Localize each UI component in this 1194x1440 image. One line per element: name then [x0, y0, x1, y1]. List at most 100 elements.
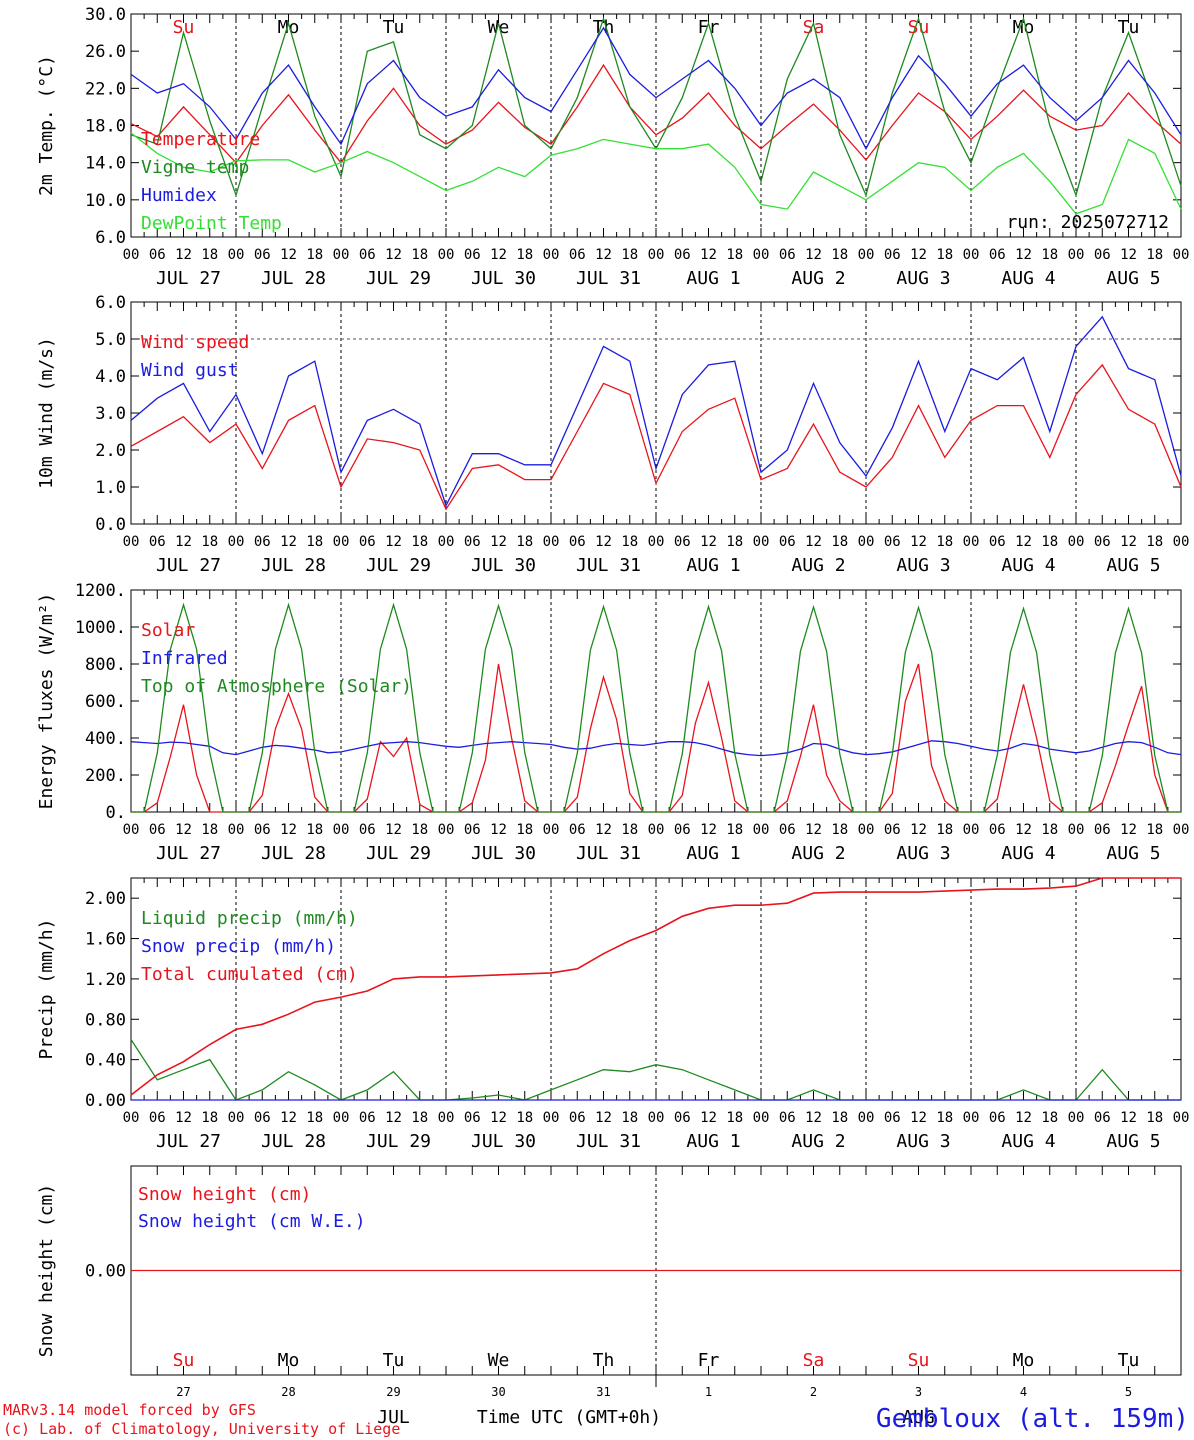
panel-2: 0.0 1.0 2.0 3.0 4.0 5.0 6.0 10m Wind (m/s) 00 06 1… — [36, 293, 1189, 576]
hour-label: 12 — [385, 534, 402, 550]
panel-4: 0.00 0.40 0.80 1.20 1.60 2.00 Precip (mm/h) 00 0… — [36, 877, 1189, 1152]
hour-label: 06 — [464, 1110, 481, 1126]
hour-label: 12 — [1015, 822, 1032, 838]
date-label: JUL 27 — [156, 555, 221, 576]
date-label: JUL 27 — [156, 1131, 221, 1152]
date-label: JUL 31 — [576, 843, 641, 864]
hour-label: 18 — [831, 247, 848, 263]
hour-label: 00 — [228, 822, 245, 838]
series-line-lightgreen — [130, 132, 1182, 215]
date-label: AUG 1 — [686, 843, 740, 864]
month-label-aug: AUG — [902, 1407, 935, 1428]
hour-label: 18 — [411, 822, 428, 838]
hour-label: 18 — [831, 534, 848, 550]
series-line-red — [130, 363, 1182, 511]
hour-label: 06 — [569, 822, 586, 838]
hour-label: 12 — [280, 1110, 297, 1126]
date-label: JUL 28 — [261, 555, 326, 576]
hour-label: 12 — [280, 534, 297, 550]
hour-label: 00 — [858, 534, 875, 550]
y-tick-label: 600. — [85, 692, 126, 712]
hour-label: 12 — [175, 247, 192, 263]
hour-label: 18 — [1146, 247, 1163, 263]
footer: 27 28 29 30 31 1 2 3 4 5 JUL AUG Time UTC (GMT+0h) MA… — [3, 1375, 1189, 1438]
hour-label: 12 — [175, 1110, 192, 1126]
panel-3: 0. 200. 400. 600. 800. 1000. 1200. Energy fluxe… — [36, 581, 1189, 864]
hour-label: 18 — [831, 1110, 848, 1126]
hour-label: 06 — [464, 822, 481, 838]
y-tick-label: 30.0 — [85, 5, 126, 25]
day-number-label: 28 — [281, 1385, 295, 1399]
date-label: JUL 28 — [261, 1131, 326, 1152]
hour-label: 00 — [438, 822, 455, 838]
hour-label: 06 — [779, 1110, 796, 1126]
hour-label: 12 — [700, 247, 717, 263]
hour-label: 18 — [936, 534, 953, 550]
series-line-red — [130, 877, 1181, 1096]
y-tick-label: 1.60 — [85, 930, 126, 950]
legend-entry: Humidex — [141, 185, 217, 206]
hour-label: 06 — [989, 1110, 1006, 1126]
hour-label: 12 — [175, 822, 192, 838]
hour-label: 12 — [1120, 822, 1137, 838]
date-label: AUG 3 — [896, 1131, 950, 1152]
date-label: AUG 2 — [791, 1131, 845, 1152]
hour-label: 00 — [333, 534, 350, 550]
y-tick-label: 4.0 — [95, 367, 126, 387]
hour-label: 18 — [1041, 247, 1058, 263]
hour-label: 00 — [228, 247, 245, 263]
y-tick-label: 0.40 — [85, 1051, 126, 1071]
legend-entry: Wind speed — [141, 332, 249, 353]
day-abbr-label: Su — [908, 1350, 930, 1371]
y-tick-label: 6.0 — [95, 228, 126, 248]
date-label: JUL 29 — [366, 555, 431, 576]
hour-label: 06 — [1094, 822, 1111, 838]
legend-entry: Snow height (cm) — [138, 1184, 311, 1205]
hour-label: 00 — [543, 822, 560, 838]
panel-frame — [130, 13, 1182, 238]
y-tick-label: 0.0 — [95, 515, 126, 535]
y-tick-label: 1.0 — [95, 478, 126, 498]
hour-label: 18 — [621, 534, 638, 550]
date-label: AUG 2 — [791, 843, 845, 864]
y-tick-label: 0. — [106, 803, 126, 823]
y-axis-label: 10m Wind (m/s) — [36, 337, 57, 489]
hour-label: 00 — [1173, 534, 1190, 550]
day-number-label: 31 — [596, 1385, 610, 1399]
date-label: AUG 5 — [1106, 1131, 1160, 1152]
lab-credit: (c) Lab. of Climatology, University of L… — [3, 1420, 400, 1438]
hour-label: 00 — [1173, 247, 1190, 263]
hour-label: 06 — [254, 822, 271, 838]
y-tick-label: 5.0 — [95, 330, 126, 350]
y-tick-label: 1.20 — [85, 970, 126, 990]
day-abbr-label: Su — [173, 17, 195, 38]
run-annotation: run: 2025072712 — [1006, 212, 1169, 233]
hour-label: 00 — [543, 247, 560, 263]
hour-label: 06 — [254, 1110, 271, 1126]
hour-label: 00 — [123, 822, 140, 838]
hour-label: 12 — [595, 822, 612, 838]
hour-label: 18 — [936, 1110, 953, 1126]
date-label: JUL 28 — [261, 843, 326, 864]
hour-label: 00 — [228, 534, 245, 550]
y-tick-label: 0.00 — [85, 1262, 126, 1282]
hour-label: 00 — [1068, 534, 1085, 550]
hour-label: 00 — [963, 822, 980, 838]
day-abbr-label: Mo — [278, 17, 300, 38]
date-label: JUL 29 — [366, 1131, 431, 1152]
y-tick-label: 0.80 — [85, 1010, 126, 1030]
hour-label: 12 — [385, 247, 402, 263]
hour-label: 12 — [490, 1110, 507, 1126]
hour-label: 00 — [858, 1110, 875, 1126]
hour-label: 12 — [280, 247, 297, 263]
y-tick-label: 800. — [85, 655, 126, 675]
date-label: AUG 4 — [1001, 268, 1055, 289]
hour-label: 18 — [726, 1110, 743, 1126]
hour-label: 00 — [753, 534, 770, 550]
hour-label: 12 — [1120, 247, 1137, 263]
hour-label: 00 — [333, 822, 350, 838]
hour-label: 00 — [123, 247, 140, 263]
hour-label: 00 — [963, 1110, 980, 1126]
day-number-label: 27 — [176, 1385, 190, 1399]
hour-label: 06 — [989, 822, 1006, 838]
